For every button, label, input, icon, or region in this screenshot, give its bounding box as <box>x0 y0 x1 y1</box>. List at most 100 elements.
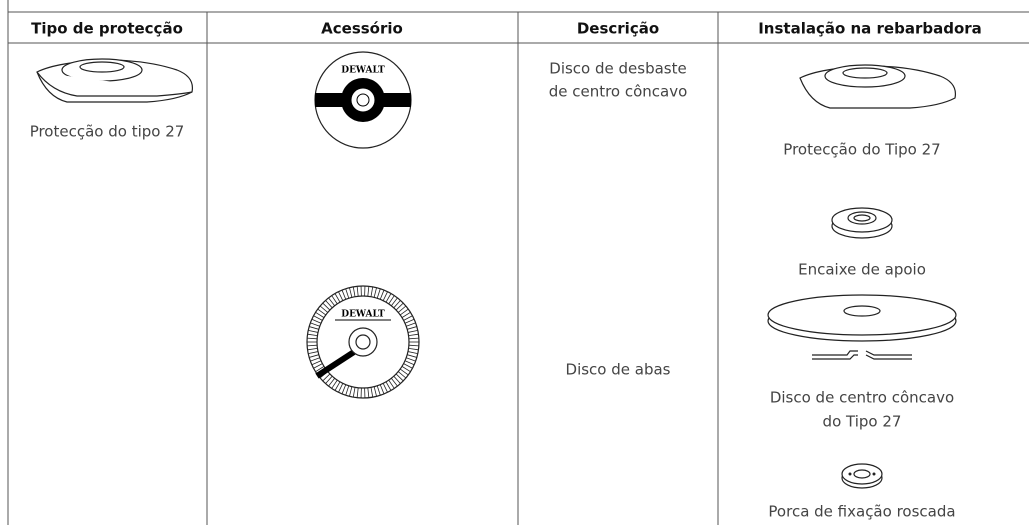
nut-illustration <box>841 463 883 489</box>
logo: DEWALT <box>341 66 385 76</box>
flap-hatch <box>382 383 388 393</box>
header: Descrição <box>577 20 659 38</box>
logo: DEWALT <box>341 310 385 320</box>
flap-hatch <box>341 289 347 300</box>
flap-hatch <box>315 311 325 318</box>
flap-hatch <box>334 293 341 303</box>
flange-illustration <box>831 207 893 239</box>
flap-hatch <box>352 286 356 297</box>
flap-hatch <box>310 357 320 362</box>
flap-hatch <box>313 315 323 321</box>
flap-hatch <box>308 329 319 333</box>
flap-disc: DEWALT <box>306 285 420 399</box>
flap-hatch <box>397 371 407 379</box>
flap-hatch <box>373 287 377 298</box>
flap-hatch <box>356 286 359 297</box>
flap-hatch <box>311 360 322 366</box>
description: de centro côncavo <box>549 83 688 101</box>
grinding-disc: DEWALT <box>314 51 412 149</box>
flap-hatch <box>407 354 417 358</box>
flap-hatch <box>379 289 385 300</box>
flap-hatch <box>401 366 411 373</box>
flap-hatch <box>338 383 344 393</box>
flap-hatch <box>408 337 419 340</box>
flap-hatch <box>338 291 344 301</box>
flap-hatch <box>373 386 377 397</box>
flap-hatch <box>385 381 392 391</box>
flap-hatch <box>391 378 398 387</box>
description: Disco de desbaste <box>549 60 686 78</box>
flap-hatch <box>399 368 409 376</box>
flap-hatch <box>322 373 331 382</box>
flap-hatch <box>345 288 350 299</box>
flap-hatch <box>331 379 338 389</box>
flap-hatch <box>395 373 404 382</box>
flap-hatch <box>404 360 415 366</box>
flap-hatch <box>356 387 359 398</box>
flap-hatch <box>307 344 318 347</box>
flap-hatch <box>408 348 419 351</box>
flap-hatch <box>313 363 323 369</box>
guard-illustration <box>799 64 957 109</box>
flap-hatch <box>328 297 335 306</box>
install-label: Protecção do Tipo 27 <box>783 141 940 159</box>
flap-hatch <box>307 348 318 351</box>
table-lines <box>7 0 1029 525</box>
header: Tipo de protecção <box>31 20 183 38</box>
flap-hatch <box>407 351 418 355</box>
flap-hatch <box>311 318 322 324</box>
guard-illustration <box>36 58 194 103</box>
flap-hatch <box>331 295 338 305</box>
flap-hatch <box>309 354 319 358</box>
flap-hatch <box>349 386 353 397</box>
flap-hatch <box>345 385 350 396</box>
flap-hatch <box>382 291 388 301</box>
flap-hatch <box>397 305 407 313</box>
flap-hatch <box>325 300 333 309</box>
flap-hatch <box>341 384 347 395</box>
flap-hatch <box>379 384 385 395</box>
flap-hatch <box>399 308 409 316</box>
flap-hatch <box>352 387 356 398</box>
flap-hatch <box>408 344 419 347</box>
flap-hatch <box>334 381 341 391</box>
flap-hatch <box>322 302 331 311</box>
disc-illustration <box>767 294 957 360</box>
flap-hatch <box>309 326 319 330</box>
flap-hatch <box>407 326 417 330</box>
flap-hatch <box>310 322 320 327</box>
install-label: do Tipo 27 <box>823 413 902 431</box>
flap-hatch <box>408 333 419 336</box>
flap-hatch <box>376 385 381 396</box>
flap-hatch <box>385 293 392 303</box>
flap-hatch <box>315 366 325 373</box>
flap-hatch <box>319 305 329 313</box>
flap-hatch <box>388 379 395 389</box>
flap-hatch <box>395 302 404 311</box>
flap-hatch <box>370 286 374 297</box>
header: Instalação na rebarbadora <box>758 20 982 38</box>
header: Acessório <box>321 20 403 38</box>
flap-hatch <box>376 288 381 299</box>
flap-hatch <box>407 329 418 333</box>
flap-hatch <box>325 375 333 384</box>
flap-hatch <box>308 351 319 355</box>
guard-label: Protecção do tipo 27 <box>30 123 185 141</box>
flap-hatch <box>406 322 416 327</box>
flap-hatch <box>328 378 335 387</box>
flap-hatch <box>393 375 401 384</box>
flap-hatch <box>403 315 413 321</box>
flap-hatch <box>307 333 318 336</box>
flap-hatch <box>317 308 327 316</box>
install-label: Disco de centro côncavo <box>770 389 954 407</box>
flap-hatch <box>406 357 416 362</box>
flap-hatch <box>367 286 370 297</box>
install-label: Porca de fixação roscada <box>768 503 955 521</box>
flap-hatch <box>370 387 374 398</box>
flap-hatch <box>367 387 370 398</box>
flap-hatch <box>401 311 411 318</box>
install-label: Encaixe de apoio <box>798 261 926 279</box>
flap-hatch <box>307 337 318 340</box>
flap-hatch <box>388 295 395 305</box>
